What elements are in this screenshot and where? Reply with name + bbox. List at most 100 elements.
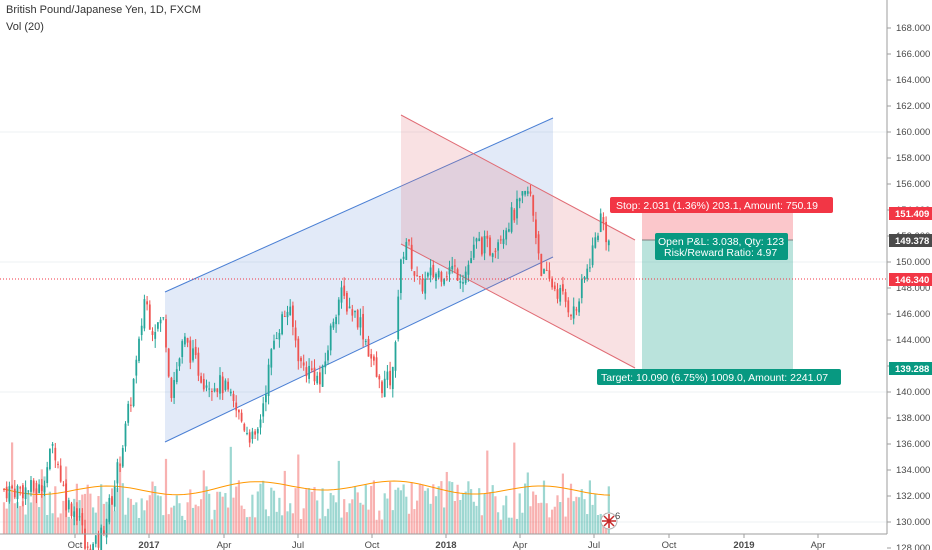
y-tick-label: 132.000: [896, 491, 930, 502]
target-zone: [642, 240, 793, 369]
x-tick-label: Jul: [588, 540, 600, 550]
candle-body: [51, 444, 54, 446]
ascending-channel[interactable]: [164, 117, 554, 443]
price-axis-bg: [887, 0, 932, 534]
descending-channel[interactable]: [400, 114, 636, 369]
candle-body: [243, 423, 246, 431]
candle-body: [381, 381, 383, 394]
candle-body: [281, 314, 283, 335]
candle-body: [278, 332, 281, 340]
candle-body: [335, 317, 337, 325]
candle-body: [521, 191, 524, 196]
volume-bar: [286, 511, 289, 534]
volume-bar: [281, 515, 284, 534]
volume-bar: [62, 500, 65, 534]
candle-body: [570, 314, 572, 317]
price-axis[interactable]: 128.000 130.000 132.000 134.000 136.000 138.0…: [886, 0, 932, 550]
candle-body: [205, 385, 208, 388]
candle-body: [321, 365, 324, 387]
volume-bar: [46, 514, 49, 534]
volume-bar: [348, 503, 351, 534]
x-tick-label: Apr: [513, 540, 528, 550]
ascending-channel-lower[interactable]: [164, 256, 554, 443]
events-badge[interactable]: 6: [600, 511, 620, 530]
candle-body: [32, 480, 35, 491]
rr-label: Risk/Reward Ratio: 4.97: [664, 247, 777, 259]
candle-body: [348, 306, 351, 309]
candle-body: [62, 484, 65, 486]
candle-body: [308, 365, 310, 379]
candle-body: [470, 258, 472, 264]
volume-bar: [321, 488, 324, 534]
volume-bar: [353, 486, 357, 534]
candle-body: [602, 217, 605, 223]
volume-bar: [213, 509, 216, 534]
symbol-title: British Pound/Japanese Yen, 1D, FXCM: [6, 4, 202, 16]
volume-bar: [251, 494, 254, 534]
candle-body: [100, 527, 103, 550]
candle-body: [583, 277, 586, 279]
volume-bar: [413, 509, 416, 534]
candle-body: [378, 375, 381, 380]
ascending-channel-upper[interactable]: [164, 117, 554, 293]
time-axis[interactable]: Oct 2017 Apr Jul Oct 2018 Apr Jul Oct 2019 Apr: [0, 533, 887, 550]
candle-body: [167, 348, 170, 377]
volume-bar: [416, 500, 419, 534]
descending-channel-upper[interactable]: [400, 114, 636, 241]
candle-body: [535, 219, 537, 238]
volume-bar: [183, 519, 186, 534]
volume-bar: [499, 519, 502, 534]
candle-body: [456, 269, 459, 281]
candle-body: [400, 259, 402, 294]
volume-bar: [483, 493, 486, 534]
volume-bar: [29, 502, 33, 534]
volume-bar: [529, 506, 532, 534]
candle-body: [108, 497, 111, 523]
position-labels: Stop: 2.031 (1.36%) 203.1, Amount: 750.1…: [597, 197, 841, 385]
volume-bar: [237, 480, 240, 534]
volume-bar: [205, 486, 208, 534]
volume-bar: [299, 519, 303, 534]
volume-bar: [216, 491, 219, 534]
candle-body: [437, 270, 440, 278]
candle-body: [491, 253, 494, 257]
volume-bar: [370, 485, 373, 534]
candle-body: [478, 238, 481, 242]
volume-bar: [159, 496, 162, 534]
y-tick-label: 128.000: [896, 543, 930, 550]
candle-body: [429, 267, 432, 276]
volume-bar: [545, 503, 548, 534]
candle-body: [346, 292, 348, 312]
position-tool[interactable]: [642, 212, 793, 369]
volume-bar: [119, 456, 122, 534]
candle-body: [607, 240, 610, 246]
volume-bar: [375, 519, 378, 534]
volume-bar: [507, 517, 510, 534]
descending-channel-lower[interactable]: [400, 243, 636, 369]
volume-bar: [232, 497, 235, 534]
candle-body: [94, 535, 97, 544]
target-label: Target: 10.090 (6.75%) 1009.0, Amount: 2…: [601, 372, 828, 384]
volume-bar: [335, 502, 338, 534]
candle-body: [270, 349, 273, 368]
candle-body: [494, 250, 497, 252]
volume-bar: [289, 503, 292, 534]
target-label-box: [597, 369, 841, 385]
volume-bar: [526, 472, 529, 534]
volume-bar: [537, 503, 540, 534]
volume-bar: [278, 497, 281, 534]
candle-body: [483, 236, 486, 254]
volume-bar: [137, 517, 141, 534]
volume-bar: [21, 501, 24, 534]
current-price-tag: [889, 273, 932, 286]
volume-bar: [380, 519, 384, 534]
candle-body: [286, 311, 289, 318]
descending-channel-fill: [401, 115, 635, 368]
volume-bar: [162, 515, 165, 534]
volume-bar: [391, 510, 394, 534]
candle-body: [289, 306, 292, 316]
candle-body: [435, 273, 437, 282]
candle-body: [127, 403, 130, 423]
